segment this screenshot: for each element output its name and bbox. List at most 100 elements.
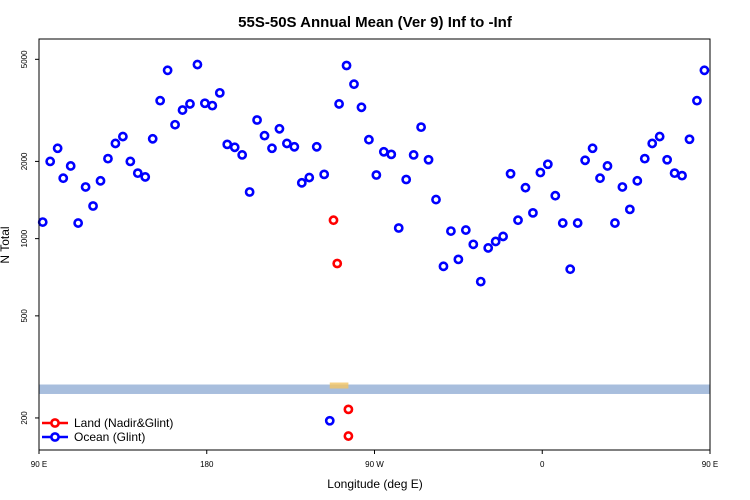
legend-label-land: Land (Nadir&Glint): [74, 416, 173, 430]
ocean-point: [595, 173, 605, 184]
ocean-point: [177, 105, 188, 115]
ocean-point: [319, 169, 330, 180]
ocean-point: [324, 415, 335, 426]
ocean-point: [542, 159, 553, 170]
ocean-point: [669, 168, 680, 179]
ocean-point: [229, 142, 240, 153]
ocean-point: [45, 156, 56, 167]
ocean-point: [639, 153, 650, 164]
ocean-point: [311, 141, 322, 152]
ocean-point: [654, 131, 665, 142]
ocean-point: [37, 217, 48, 227]
ocean-point: [393, 223, 404, 233]
ocean-point: [699, 65, 710, 76]
ocean-point: [610, 218, 620, 228]
ocean-point: [468, 239, 479, 250]
ocean-point: [259, 130, 270, 141]
ocean-point: [185, 99, 195, 109]
x-tick-label: 90 E: [31, 460, 47, 469]
ocean-point: [349, 79, 359, 90]
ocean-point: [692, 95, 702, 106]
ocean-point: [296, 177, 307, 188]
y-axis-label: N Total: [0, 226, 12, 263]
ocean-point: [490, 236, 501, 247]
band-highlight: [329, 382, 349, 389]
x-tick-label: 90 W: [365, 460, 384, 469]
ocean-point: [572, 218, 583, 228]
ocean-point: [386, 149, 397, 160]
land-point: [328, 215, 339, 226]
ocean-point: [632, 175, 643, 186]
ocean-point: [252, 115, 262, 125]
ocean-point: [334, 99, 344, 109]
legend: Land (Nadir&Glint)Ocean (Glint): [42, 416, 173, 444]
reference-band: [39, 384, 710, 394]
ocean-point: [281, 138, 292, 149]
ocean-point: [244, 187, 255, 197]
land-point: [343, 404, 354, 415]
ocean-point: [624, 204, 635, 215]
ocean-point: [587, 143, 598, 154]
ocean-point: [103, 153, 113, 164]
ocean-point: [647, 138, 658, 149]
ocean-point: [341, 60, 352, 71]
ocean-point: [557, 218, 568, 228]
ocean-point: [52, 143, 63, 154]
ocean-point: [132, 168, 143, 179]
x-axis-label: Longitude (deg E): [327, 477, 422, 491]
ocean-point: [274, 123, 285, 134]
ocean-point: [475, 276, 486, 287]
ocean-point: [88, 201, 98, 211]
ocean-point: [423, 154, 434, 165]
ocean-point: [438, 261, 449, 272]
ocean-point: [237, 150, 248, 160]
ocean-point: [73, 218, 84, 228]
x-tick-label: 180: [200, 460, 214, 469]
land-point: [343, 431, 354, 441]
ocean-point: [453, 254, 464, 265]
ocean-point: [58, 173, 69, 184]
ocean-point: [170, 119, 180, 130]
ocean-point: [580, 155, 591, 166]
ocean-point: [684, 134, 695, 145]
ocean-point: [207, 100, 218, 111]
ocean-point: [304, 172, 315, 183]
ocean-point: [513, 215, 523, 226]
ocean-point: [117, 131, 128, 142]
y-tick-label: 5000: [20, 50, 29, 68]
ocean-point: [446, 226, 456, 236]
ocean-point: [520, 182, 531, 193]
ocean-point: [80, 182, 91, 192]
ocean-point: [214, 87, 225, 98]
ocean-point: [565, 264, 576, 275]
ocean-point: [222, 139, 233, 150]
ocean-point: [505, 168, 516, 179]
chart-title: 55S-50S Annual Mean (Ver 9) Inf to -Inf: [238, 14, 513, 31]
ocean-point: [535, 167, 546, 178]
y-tick-label: 1000: [20, 229, 29, 247]
ocean-point: [483, 243, 494, 253]
y-tick-label: 200: [20, 411, 29, 425]
ocean-point: [498, 231, 509, 242]
ocean-point: [460, 225, 471, 235]
ocean-point: [162, 65, 173, 76]
y-tick-label: 500: [20, 309, 29, 323]
legend-marker-ocean: [50, 432, 60, 442]
ocean-point: [378, 146, 389, 157]
ocean-point: [289, 141, 300, 152]
ocean-point: [408, 150, 419, 160]
ocean-point: [662, 154, 673, 165]
ocean-point: [267, 143, 277, 154]
ocean-point: [95, 175, 106, 186]
legend-marker-land: [50, 418, 60, 428]
ocean-point: [550, 190, 561, 201]
ocean-point: [65, 161, 76, 171]
ocean-point: [192, 59, 203, 70]
legend-label-ocean: Ocean (Glint): [74, 430, 145, 444]
ocean-point: [401, 174, 412, 185]
ocean-point: [677, 170, 687, 181]
land-point: [332, 258, 343, 269]
ocean-point: [528, 207, 538, 218]
ocean-point: [140, 172, 151, 182]
